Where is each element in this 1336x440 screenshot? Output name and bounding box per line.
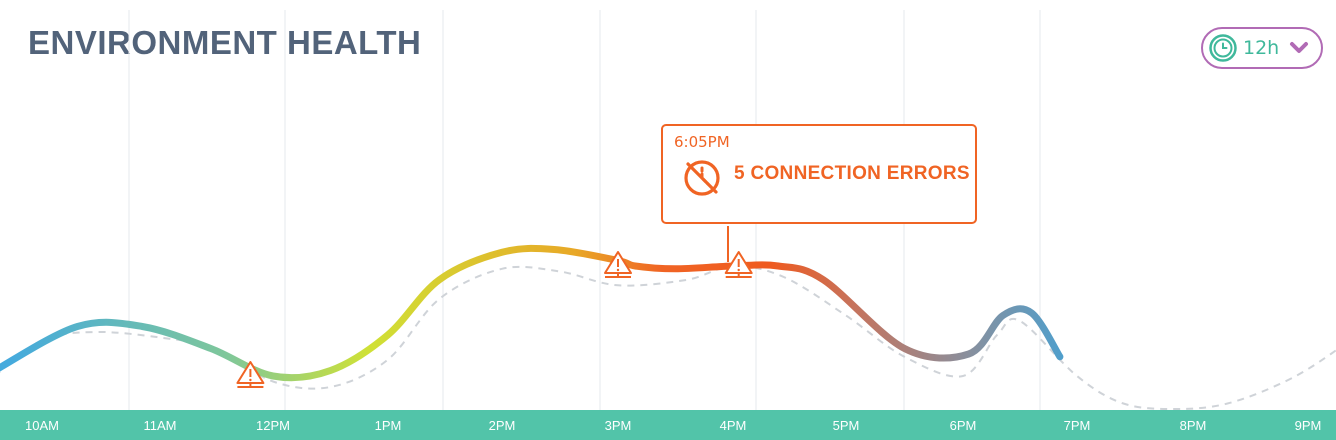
x-tick-label: 6PM: [950, 418, 977, 433]
x-tick-label: 8PM: [1180, 418, 1207, 433]
tooltip-message: 5 CONNECTION ERRORS: [734, 163, 970, 185]
x-tick-label: 7PM: [1064, 418, 1091, 433]
x-tick-label: 2PM: [489, 418, 516, 433]
x-tick-label: 3PM: [605, 418, 632, 433]
time-axis-band: [0, 410, 1336, 440]
x-tick-label: 4PM: [720, 418, 747, 433]
x-tick-label: 11AM: [144, 418, 177, 433]
x-tick-label: 12PM: [256, 418, 290, 433]
baseline-series-line: [0, 266, 1336, 409]
tooltip-time: 6:05PM: [674, 133, 730, 151]
disconnected-clock-icon: [682, 158, 722, 198]
x-tick-label: 9PM: [1295, 418, 1322, 433]
x-tick-label: 1PM: [375, 418, 402, 433]
x-tick-label: 5PM: [833, 418, 860, 433]
error-tooltip: 6:05PM 5 CONNECTION ERRORS: [661, 124, 977, 224]
x-tick-label: 10AM: [25, 418, 59, 433]
